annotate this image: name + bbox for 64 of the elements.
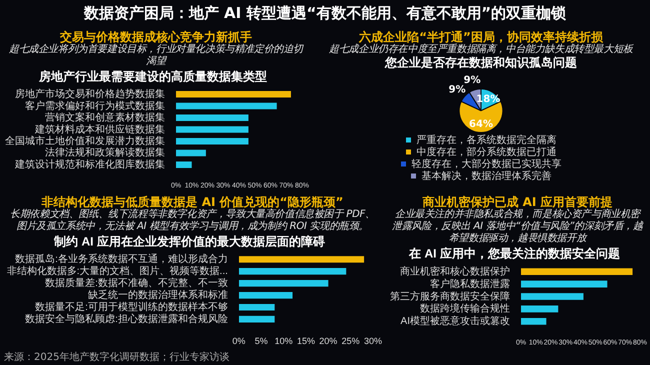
bar — [238, 304, 275, 311]
y-tick-label: 法律法规和政策解读数据集 — [45, 146, 165, 159]
text: 企业最关注的并非隐私或合规，而是核心资产与商业机密泄露风险，反映出 AI 落地中“价值与风险”的深刻矛盾，越希望数据驱动，越畏惧数据开放 — [391, 209, 645, 245]
y-tick-label: 数据跨境传输合规性 — [420, 302, 510, 315]
bar — [521, 306, 558, 312]
y-tick-label: 非结构化数据多:大量的文档、图片、视频等数据... — [6, 265, 228, 278]
text: 长期依赖文档、图纸、线下流程等非数字化资产，导致大量高价值信息被困于 PDF、图片及孤立系统中，无法被 AI 模型有效学习与调用，成为制约 ROI 实现的瓶颈。 — [9, 209, 376, 233]
bar — [238, 256, 364, 263]
y-tick-label: 房地产市场交易和价格趋势数据集 — [15, 88, 165, 100]
bar — [176, 102, 277, 110]
bar — [238, 316, 275, 323]
chart-title: 在 AI 应用中，您最关注的数据安全问题 — [408, 246, 620, 261]
y-tick-label: AI模型被恶意攻击或篡改 — [400, 315, 510, 328]
text: 数据资产困局：地产 AI 转型遭遇“有数不能用、有意不敢用”的双重枷锁 — [82, 4, 568, 23]
text: 六成企业陷“半打通”困局，协同效率持续折损 — [358, 30, 603, 44]
bar — [176, 138, 248, 144]
text: 交易与价格数据成核心竞争力新抓手 — [60, 30, 252, 44]
chart-title: 制约 AI 应用在企业发挥价值的最大数据层面的障碍 — [53, 234, 325, 249]
bar — [238, 292, 293, 299]
y-tick-label: 客户需求偏好和行为模式数据集 — [25, 100, 165, 112]
data-label: 64% — [469, 118, 493, 130]
x-tick-label: 0% — [232, 336, 246, 346]
chart-title: 房地产行业最需要建设的高质量数据集类型 — [38, 70, 267, 84]
y-tick-label: 数据孤岛:各业务系统数据不互通，难以形成合力 — [15, 253, 228, 266]
y-tick-label: 数据安全与隐私顾虑:担心数据泄露和合规风险 — [25, 312, 228, 325]
text: 超七成企业仍存在中度至严重数据隔离，中台能力缺失成转型最大短板 — [328, 44, 634, 56]
bar — [521, 268, 633, 276]
legend-label: 严重存在，各系统数据完全隔离 — [416, 134, 556, 146]
bar — [176, 150, 206, 156]
bar — [238, 280, 328, 287]
bar — [521, 293, 584, 300]
chart-title: 您企业是否存在数据和知识孤岛问题 — [384, 56, 577, 70]
bar — [238, 268, 346, 275]
bar — [176, 114, 248, 121]
y-tick-label: 数据质量差:数据不准确、不完整、不一致 — [45, 277, 228, 290]
legend-label: 轻度存在，大部分数据已实现共享 — [412, 158, 562, 170]
bar — [176, 126, 248, 133]
text: 非结构化数据与低质量数据是 AI 价值兑现的“隐形瓶颈” — [42, 195, 344, 209]
x-tick-label: 30% — [364, 336, 382, 346]
y-tick-label: 建筑设计规范和标准化图库数据集 — [14, 158, 165, 170]
y-tick-label: 第三方服务商数据安全保障 — [390, 290, 510, 302]
y-tick-label: 客户隐私数据泄露 — [430, 278, 510, 290]
text: 超七成企业将列为首要建设目标，行业对量化决策与精准定价的迫切渴望 — [8, 44, 305, 68]
x-tick-label: 15% — [296, 336, 315, 346]
y-tick-label: 建筑材料成本和供应链数据集 — [34, 123, 165, 136]
y-tick-label: 全国城市土地价值和发展潜力数据集 — [5, 134, 165, 147]
y-tick-label: 营销文案和创意素材数据集 — [45, 112, 165, 124]
x-tick-label: 25% — [342, 336, 360, 346]
y-tick-label: 商业机密和核心数据保护 — [400, 265, 510, 278]
data-label: 9% — [464, 74, 481, 86]
source-note: 来源：2025年地产数字化调研数据；行业专家访谈 — [4, 352, 230, 364]
bar — [521, 318, 546, 325]
x-tick-label: 5% — [254, 336, 268, 346]
text: 商业机密保护已成 AI 应用首要前提 — [421, 195, 613, 209]
legend-label: 中度存在，部分系统数据已打通 — [416, 146, 556, 158]
bar — [521, 280, 608, 288]
bar — [176, 91, 291, 98]
y-tick-label: 缺乏统一的数据治理体系和标准 — [88, 289, 228, 302]
x-tick-label: 10% — [274, 336, 293, 346]
bar — [176, 162, 192, 168]
y-tick-label: 数据量不足:可用于模型训练的数据样本不够 — [35, 301, 228, 313]
x-tick-label: 20% — [319, 336, 338, 346]
legend-label: 基本解决，数据治理体系完善 — [422, 170, 552, 182]
data-label: 9% — [448, 84, 466, 96]
